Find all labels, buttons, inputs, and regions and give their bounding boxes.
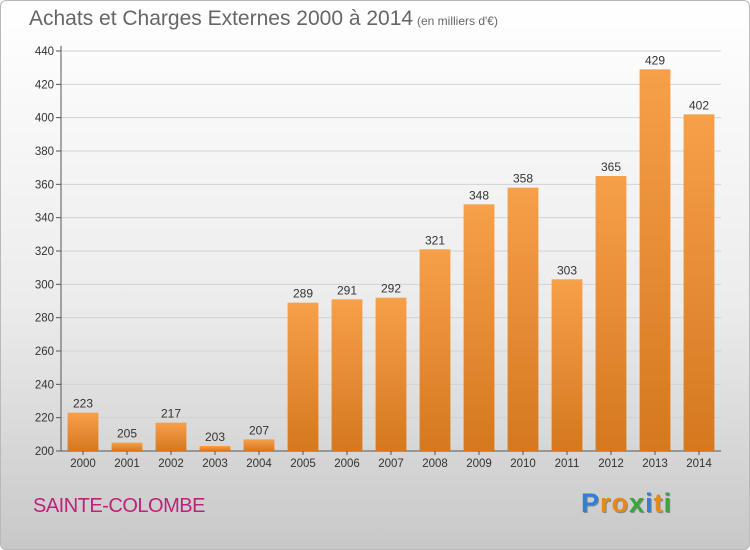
x-tick-label: 2004	[246, 458, 272, 470]
bar-2007	[375, 297, 407, 451]
x-tick-label: 2011	[555, 458, 580, 470]
value-label: 348	[469, 188, 489, 202]
value-label: 223	[73, 397, 93, 411]
y-tick-label: 240	[35, 379, 54, 391]
logo-letter: i	[663, 488, 673, 518]
logo-letter: r	[600, 488, 612, 518]
bar-2005	[287, 302, 319, 451]
logo-letter: o	[611, 488, 630, 518]
y-tick-label: 340	[35, 213, 54, 225]
value-label: 289	[293, 287, 313, 301]
value-label: 365	[601, 160, 621, 174]
logo-letter: t	[653, 488, 664, 518]
bar-2008	[419, 249, 451, 451]
bar-2000	[67, 412, 99, 451]
y-tick-label: 320	[35, 246, 54, 258]
y-tick-label: 420	[35, 79, 54, 91]
logo-letter: P	[581, 488, 601, 518]
chart-title: Achats et Charges Externes 2000 à 2014	[29, 7, 414, 30]
x-tick-label: 2001	[114, 458, 140, 470]
bar-2012	[595, 176, 627, 451]
value-label: 292	[381, 282, 401, 296]
value-label: 321	[425, 233, 445, 247]
x-tick-label: 2008	[422, 458, 448, 470]
x-tick-label: 2005	[290, 458, 316, 470]
bar-2013	[639, 69, 671, 451]
x-tick-label: 2006	[334, 458, 360, 470]
place-name: SAINTE-COLOMBE	[33, 495, 205, 517]
x-tick-label: 2010	[510, 458, 536, 470]
value-label: 429	[645, 53, 665, 67]
bar-2010	[507, 187, 539, 451]
value-label: 291	[337, 283, 357, 297]
y-tick-label: 360	[35, 179, 54, 191]
y-tick-label: 440	[35, 46, 54, 58]
value-label: 217	[161, 407, 181, 421]
y-tick-label: 200	[35, 446, 54, 458]
y-tick-label: 220	[35, 413, 54, 425]
x-tick-label: 2014	[686, 458, 712, 470]
value-label: 358	[513, 172, 533, 186]
logo-letter: i	[645, 488, 654, 518]
value-label: 205	[117, 427, 137, 441]
bar-2011	[551, 279, 583, 451]
y-tick-label: 280	[35, 313, 54, 325]
x-tick-label: 2000	[70, 458, 96, 470]
value-label: 203	[205, 430, 225, 444]
proxiti-logo: Proxiti	[581, 488, 672, 519]
chart-unit: (en milliers d'€)	[417, 14, 498, 28]
x-tick-label: 2009	[466, 458, 492, 470]
label-layer: 223 205 217 203 207 289 291 292 321 348 358 303 365 4…	[73, 53, 709, 444]
bar-2001	[111, 442, 143, 451]
bar-layer	[67, 69, 715, 451]
value-label: 303	[557, 263, 577, 277]
value-label: 402	[689, 98, 709, 112]
bar-2006	[331, 299, 363, 451]
x-tick-label: 2012	[598, 458, 624, 470]
bar-2009	[463, 204, 495, 451]
bar-2004	[243, 439, 275, 451]
y-tick-label: 400	[35, 113, 54, 125]
x-tick-label: 2007	[378, 458, 404, 470]
bar-2002	[155, 422, 187, 451]
value-label: 207	[249, 423, 269, 437]
y-tick-label: 300	[35, 279, 54, 291]
bar-2014	[683, 114, 715, 451]
axis-layer: 200 220 240 260 280 300 320 340 360 380 400 420 440 2…	[35, 46, 721, 470]
x-tick-label: 2003	[202, 458, 228, 470]
y-tick-label: 380	[35, 146, 54, 158]
y-tick-label: 260	[35, 346, 54, 358]
x-tick-label: 2002	[158, 458, 184, 470]
bar-2003	[199, 446, 231, 451]
logo-letter: x	[629, 488, 646, 518]
x-tick-label: 2013	[642, 458, 668, 470]
